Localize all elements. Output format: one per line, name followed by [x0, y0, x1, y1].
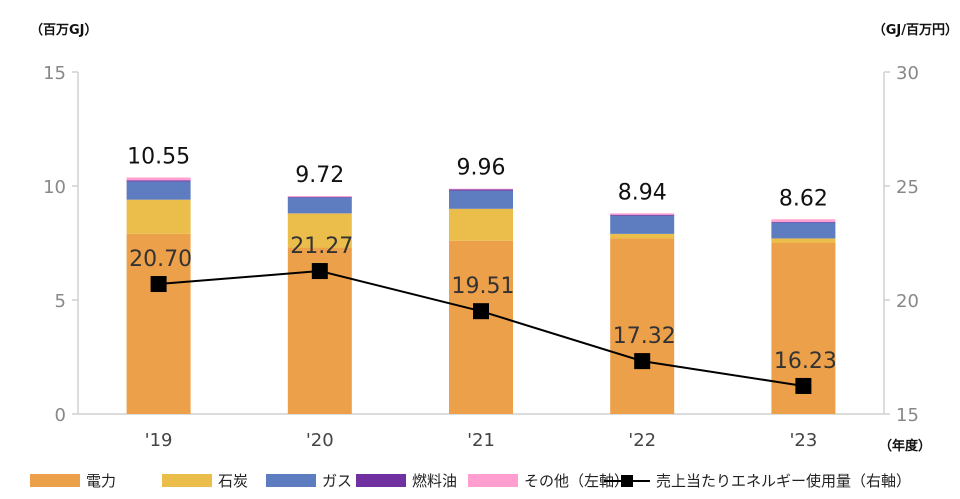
- bar-total-label: 10.55: [127, 145, 190, 170]
- bar-segment: [126, 199, 191, 234]
- x-tick-label: '23: [789, 430, 817, 451]
- legend-label: 売上当たりエネルギー使用量（右軸）: [656, 472, 911, 490]
- legend-swatch: [266, 474, 316, 487]
- bar-segment: [126, 180, 191, 182]
- legend-swatch: [30, 474, 80, 487]
- chart-line-series: [150, 263, 812, 394]
- bar-segment: [287, 213, 352, 248]
- bar-segment: [610, 233, 675, 239]
- bar-segment: [449, 188, 513, 190]
- legend-label: 石炭: [218, 472, 248, 490]
- bar-segment: [610, 213, 675, 215]
- right-axis-title: （GJ/百万円）: [873, 22, 958, 38]
- bar-segment: [771, 222, 836, 239]
- legend-swatch: [468, 474, 518, 487]
- right-tick-label: 30: [896, 63, 919, 84]
- line-value-label: 20.70: [129, 247, 192, 272]
- line-value-label: 19.51: [452, 274, 515, 299]
- bar-segment: [449, 208, 513, 241]
- line-value-label: 17.32: [613, 324, 676, 349]
- bar-segment: [126, 177, 191, 181]
- legend-swatch: [356, 474, 406, 487]
- bar-segment: [449, 190, 513, 209]
- x-tick-label: '19: [145, 430, 173, 451]
- left-tick-label: 0: [55, 405, 66, 426]
- line-value-label: 21.27: [290, 234, 353, 259]
- bar-segment: [449, 240, 513, 414]
- line-marker: [150, 276, 167, 293]
- chart-axes: 0 5 10 15 15 20 25 30 （百万GJ） （GJ/百万円） （年度） '19 '20 '2…: [30, 22, 958, 454]
- chart-data-labels: 10.55 9.72 9.96 8.94 8.62 20.70 21.27 19.51 17.3…: [127, 145, 837, 374]
- bar-segment: [126, 181, 191, 200]
- bar-segment: [287, 197, 352, 214]
- bar-segment: [449, 189, 513, 191]
- legend-line-marker: [621, 475, 633, 487]
- line-value-label: 16.23: [774, 349, 837, 374]
- legend-label: 燃料油: [412, 472, 457, 490]
- bar-segment: [610, 214, 675, 216]
- legend-label: 電力: [86, 472, 116, 490]
- bar-segment: [771, 238, 836, 243]
- left-tick-label: 5: [55, 291, 66, 312]
- line-marker: [634, 353, 651, 370]
- bar-segment: [126, 233, 191, 414]
- legend-label: その他（左軸）: [524, 472, 629, 490]
- line-marker: [311, 263, 328, 280]
- right-tick-label: 20: [896, 291, 919, 312]
- right-tick-label: 15: [896, 405, 919, 426]
- bar-total-label: 8.94: [618, 180, 667, 205]
- chart-legend: 電力 石炭 ガス 燃料油 その他（左軸） 売上当たりエネルギー使用量（右軸）: [30, 472, 911, 490]
- legend-label: ガス: [322, 472, 352, 490]
- line-marker: [795, 377, 812, 394]
- x-axis-title: （年度）: [879, 438, 931, 454]
- x-tick-label: '20: [306, 430, 334, 451]
- left-axis-title: （百万GJ）: [30, 22, 98, 38]
- bar-segment: [610, 215, 675, 234]
- x-tick-label: '21: [467, 430, 495, 451]
- bar-total-label: 8.62: [779, 186, 828, 211]
- legend-swatch: [162, 474, 212, 487]
- bar-total-label: 9.96: [457, 156, 506, 181]
- chart-bars: [126, 177, 836, 414]
- bar-total-label: 9.72: [295, 163, 344, 188]
- line-marker: [473, 303, 489, 320]
- left-tick-label: 10: [43, 177, 66, 198]
- bar-segment: [287, 196, 352, 197]
- x-tick-label: '22: [628, 430, 656, 451]
- right-tick-label: 25: [896, 177, 919, 198]
- bar-segment: [771, 219, 836, 223]
- left-tick-label: 15: [43, 63, 66, 84]
- bar-segment: [610, 238, 675, 414]
